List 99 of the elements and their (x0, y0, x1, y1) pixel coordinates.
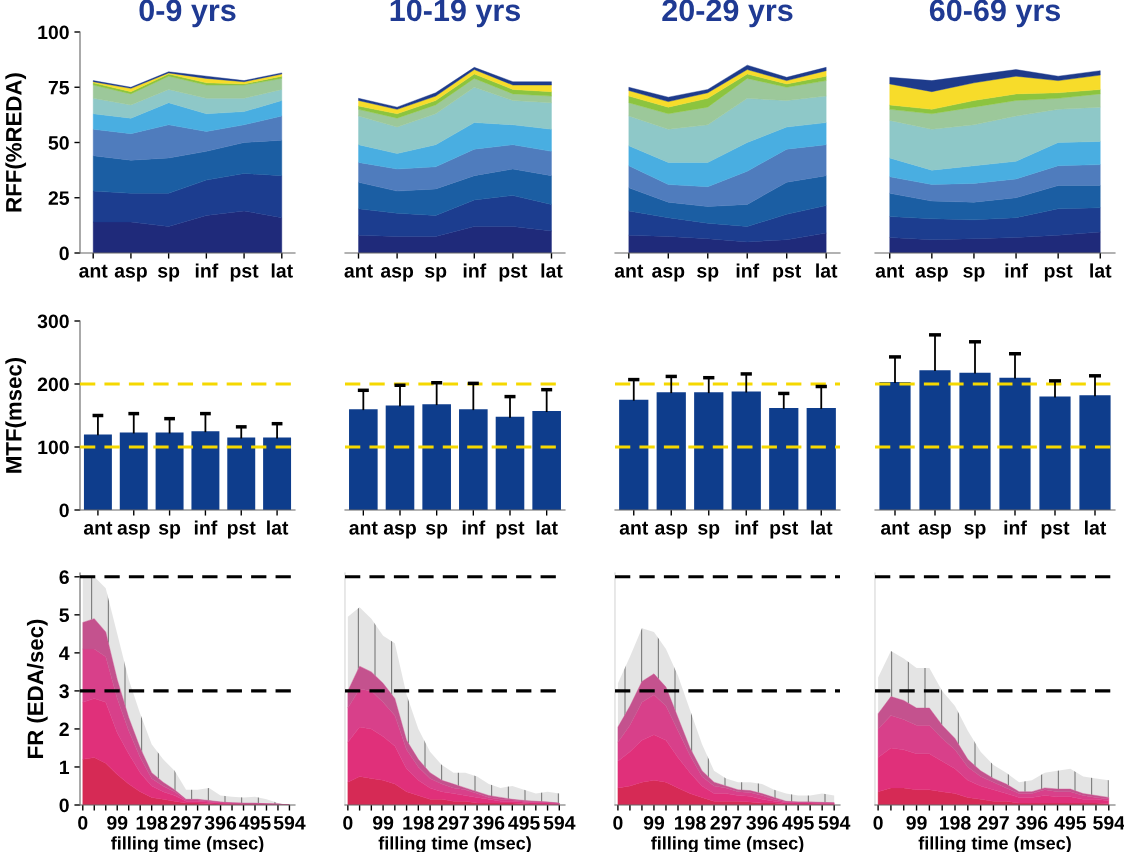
x-tick-label: pst (770, 521, 799, 539)
x-tick-label: inf (1004, 520, 1027, 535)
y-tick-label: 5 (59, 608, 70, 623)
y-tick-label: 3 (59, 684, 69, 699)
x-tick-label: inf (462, 520, 486, 535)
x-tick-label: 0 (78, 815, 88, 830)
x-tick-label: sp (697, 267, 719, 282)
x-tick-label: asp (655, 524, 688, 539)
x-tick-label: lat (536, 520, 558, 535)
x-tick-label: ant (344, 264, 373, 278)
x-tick-label: ant (349, 521, 378, 535)
x-tick-label: pst (499, 264, 528, 282)
x-tick-label: pst (773, 264, 802, 282)
y-tick-label: 25 (48, 191, 70, 205)
x-tick-label: asp (380, 267, 414, 282)
x-tick-label: asp (918, 524, 951, 539)
x-tick-label: 396 (1016, 815, 1048, 830)
x-tick-label: asp (915, 267, 948, 282)
x-tick-label: inf (736, 263, 760, 278)
x-tick-label: inf (1005, 263, 1028, 278)
y-tick-label: 2 (59, 722, 69, 736)
y-tick-label: 100 (38, 440, 69, 455)
y-tick-label: 200 (37, 377, 69, 392)
x-tick-label: 396 (473, 815, 505, 830)
x-tick-label: asp (383, 524, 416, 539)
y-tick-label: 0 (59, 503, 69, 518)
x-tick-label: sp (964, 524, 986, 539)
x-tick-label: lat (267, 520, 289, 535)
x-tick-label: pst (496, 521, 525, 539)
x-tick-label: pst (227, 521, 256, 539)
x-tick-label: 594 (818, 815, 851, 830)
x-tick-label: 99 (906, 815, 927, 830)
x-tick-label: 495 (782, 815, 814, 830)
x-tick-label: 99 (107, 815, 128, 830)
y-axis-title: RFF(%REDA) (5, 73, 27, 212)
x-tick-label: 396 (746, 815, 778, 830)
y-tick-label: 0 (59, 246, 69, 261)
x-tick-label: pst (230, 264, 259, 282)
x-tick-label: asp (114, 267, 147, 282)
x-tick-label: 0 (613, 815, 623, 830)
y-tick-label: 50 (48, 135, 69, 150)
y-tick-label: 0 (59, 798, 69, 813)
x-tick-label: asp (117, 524, 150, 539)
x-tick-label: inf (195, 263, 219, 278)
x-tick-label: lat (811, 520, 833, 535)
x-tick-label: 297 (710, 815, 742, 830)
y-axis-title: FR (EDA/sec) (26, 619, 48, 758)
x-tick-label: pst (1044, 264, 1073, 282)
x-tick-label: lat (1085, 520, 1107, 535)
y-tick-label: 75 (48, 80, 70, 95)
x-tick-label: ant (880, 521, 910, 535)
y-tick-label: 1 (59, 760, 70, 775)
x-tick-label: 594 (273, 815, 306, 830)
x-tick-label: 594 (543, 815, 576, 830)
x-tick-label: lat (1090, 263, 1112, 278)
x-tick-label: inf (194, 520, 218, 535)
x-tick-label: sp (963, 267, 985, 282)
x-tick-label: 297 (170, 815, 202, 830)
x-tick-label: 99 (372, 815, 394, 830)
x-tick-label: ant (83, 521, 113, 535)
y-tick-label: 100 (38, 25, 69, 40)
x-tick-label: inf (735, 520, 759, 535)
x-tick-label: 198 (675, 815, 706, 830)
chart-title: 10-19 yrs (390, 0, 521, 28)
x-tick-label: 495 (508, 815, 540, 830)
x-tick-label: 198 (940, 815, 971, 830)
x-tick-label: ant (875, 264, 905, 278)
x-tick-label: ant (619, 521, 649, 535)
chart-title: 20-29 yrs (662, 0, 793, 28)
x-tick-label: pst (1041, 521, 1070, 539)
y-tick-label: 6 (59, 570, 69, 585)
x-tick-label: 495 (1054, 815, 1087, 830)
x-tick-label: 297 (438, 815, 469, 830)
y-tick-label: 300 (37, 314, 69, 329)
x-tick-label: 0 (873, 815, 883, 830)
x-tick-label: lat (271, 263, 293, 278)
x-tick-label: 297 (977, 815, 1009, 830)
x-tick-label: lat (541, 263, 563, 278)
x-tick-label: ant (79, 264, 108, 278)
chart-title: 0-9 yrs (139, 0, 236, 28)
x-tick-label: lat (816, 263, 838, 278)
x-tick-label: sp (698, 524, 720, 539)
x-tick-label: 198 (403, 815, 434, 830)
y-axis-title: MTF(msec) (5, 357, 27, 473)
x-tick-label: 198 (136, 815, 168, 830)
y-tick-label: 4 (59, 646, 70, 660)
x-tick-label: 396 (204, 815, 237, 830)
chart-title: 60-69 yrs (929, 0, 1061, 28)
x-tick-label: sp (425, 267, 447, 282)
x-tick-label: ant (614, 264, 644, 278)
x-tick-label: 594 (1093, 815, 1124, 830)
x-tick-label: 495 (239, 815, 271, 830)
x-tick-label: inf (463, 263, 487, 278)
x-tick-label: 99 (643, 815, 665, 830)
x-tick-label: asp (652, 267, 685, 282)
x-tick-label: sp (426, 524, 448, 539)
x-tick-label: sp (158, 524, 181, 539)
x-tick-label: sp (157, 267, 180, 282)
x-tick-label: 0 (343, 815, 353, 830)
